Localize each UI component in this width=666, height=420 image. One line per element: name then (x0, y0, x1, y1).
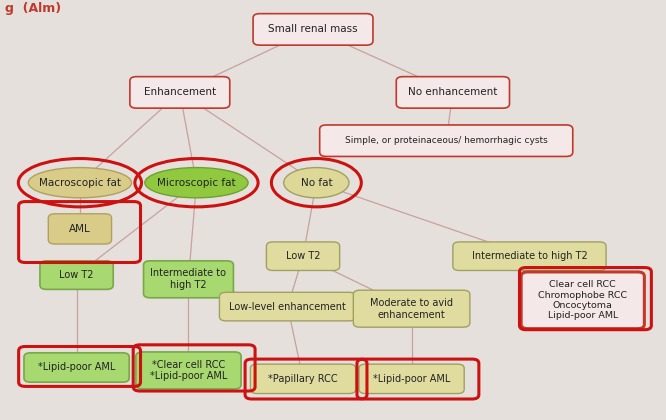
Text: Enhancement: Enhancement (144, 87, 216, 97)
Text: Clear cell RCC
Chromophobe RCC
Oncocytoma
Lipid-poor AML: Clear cell RCC Chromophobe RCC Oncocytom… (538, 280, 627, 320)
Text: *Clear cell RCC
*Lipid-poor AML: *Clear cell RCC *Lipid-poor AML (150, 360, 227, 381)
FancyBboxPatch shape (359, 364, 464, 394)
Text: Low T2: Low T2 (59, 270, 94, 280)
Text: Intermediate to high T2: Intermediate to high T2 (472, 251, 587, 261)
FancyBboxPatch shape (136, 352, 241, 389)
Text: Macroscopic fat: Macroscopic fat (39, 178, 121, 188)
FancyBboxPatch shape (253, 13, 373, 45)
FancyBboxPatch shape (250, 364, 356, 394)
Text: No enhancement: No enhancement (408, 87, 498, 97)
Text: Microscopic fat: Microscopic fat (157, 178, 236, 188)
FancyBboxPatch shape (24, 353, 129, 382)
Text: Moderate to avid
enhancement: Moderate to avid enhancement (370, 298, 453, 320)
Ellipse shape (145, 168, 248, 198)
FancyBboxPatch shape (48, 214, 111, 244)
Ellipse shape (28, 168, 131, 198)
FancyBboxPatch shape (320, 125, 573, 156)
Text: *Lipid-poor AML: *Lipid-poor AML (38, 362, 115, 373)
Ellipse shape (284, 168, 349, 198)
Text: *Papillary RCC: *Papillary RCC (268, 374, 338, 384)
Text: Simple, or proteinaceous/ hemorrhagic cysts: Simple, or proteinaceous/ hemorrhagic cy… (345, 136, 547, 145)
Text: g  (Alm): g (Alm) (5, 2, 61, 15)
FancyBboxPatch shape (130, 76, 230, 108)
Text: No fat: No fat (300, 178, 332, 188)
FancyBboxPatch shape (40, 261, 113, 289)
Text: Intermediate to
high T2: Intermediate to high T2 (151, 268, 226, 290)
FancyBboxPatch shape (266, 242, 340, 270)
FancyBboxPatch shape (220, 292, 356, 321)
FancyBboxPatch shape (143, 261, 233, 298)
Text: AML: AML (69, 224, 91, 234)
Text: *Lipid-poor AML: *Lipid-poor AML (373, 374, 450, 384)
FancyBboxPatch shape (353, 290, 470, 327)
Text: Small renal mass: Small renal mass (268, 24, 358, 34)
FancyBboxPatch shape (396, 76, 509, 108)
Text: Low T2: Low T2 (286, 251, 320, 261)
Text: Low-level enhancement: Low-level enhancement (229, 302, 346, 312)
FancyBboxPatch shape (453, 242, 606, 270)
FancyBboxPatch shape (521, 272, 645, 328)
